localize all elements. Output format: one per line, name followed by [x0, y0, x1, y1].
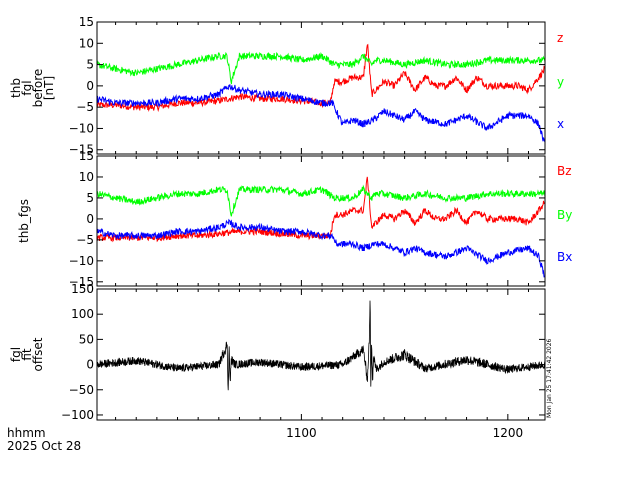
y-tick-label: −100 — [61, 408, 94, 422]
legend-y: y — [557, 75, 564, 89]
y-axis-label: offset — [31, 337, 45, 371]
y-tick-label: 15 — [79, 149, 94, 163]
y-tick-label: −10 — [69, 121, 94, 135]
panels: zyx151050−5−10−15thbfglbefore[nT]BzByBx1… — [9, 15, 572, 440]
y-tick-label: −5 — [76, 100, 94, 114]
legend-bx: Bx — [557, 250, 572, 264]
panel-frame — [96, 155, 546, 287]
legend-bz: Bz — [557, 164, 572, 178]
panel-2: Bz By Bx 15 10 5 0 −5 −10 −15 thb_fgs — [17, 149, 572, 289]
y-tick-label: 15 — [79, 15, 94, 29]
timestamp: Mon Jan 25 17:41:42 2026 — [546, 338, 553, 418]
x-tick-label: 1200 — [493, 426, 524, 440]
y-axis-label: before — [31, 69, 45, 108]
y-axis-label: fit — [20, 348, 34, 361]
y-axis-label: fgl — [20, 80, 34, 95]
y-tick-label: −10 — [69, 254, 94, 268]
y-tick-label: 50 — [79, 332, 94, 346]
y-tick-label: −15 — [69, 275, 94, 289]
legend-z: z — [557, 31, 563, 45]
y-tick-label: 10 — [79, 36, 94, 50]
y-tick-label: 150 — [71, 282, 94, 296]
series-line-bz — [96, 176, 546, 243]
y-tick-label: −50 — [69, 383, 94, 397]
y-tick-label: 10 — [79, 170, 94, 184]
y-tick-label: −15 — [69, 143, 94, 157]
series-line-offset — [96, 300, 546, 391]
y-axis-label: fgl — [9, 347, 23, 362]
series-line-by — [96, 184, 546, 217]
y-tick-label: 5 — [86, 191, 94, 205]
y-axis-label: [nT] — [42, 76, 56, 100]
legend-by: By — [557, 208, 572, 222]
date-label: 2025 Oct 28 — [7, 439, 81, 453]
y-tick-label: 0 — [86, 212, 94, 226]
y-tick-label: 5 — [86, 58, 94, 72]
series-line-bx — [96, 218, 546, 278]
series-line-x — [96, 84, 546, 143]
y-axis-label: thb — [9, 78, 23, 98]
panel-frame — [96, 288, 546, 421]
y-tick-label: −5 — [76, 233, 94, 247]
legend-x: x — [557, 117, 564, 131]
x-format-label: hhmm — [7, 426, 46, 440]
panel-frame — [96, 21, 546, 155]
y-tick-label: 100 — [71, 307, 94, 321]
y-tick-label: 0 — [86, 358, 94, 372]
series-line-y — [96, 51, 546, 85]
y-axis-label: thb_fgs — [17, 199, 31, 243]
y-tick-label: 0 — [86, 79, 94, 93]
x-tick-label: 1100 — [286, 426, 317, 440]
